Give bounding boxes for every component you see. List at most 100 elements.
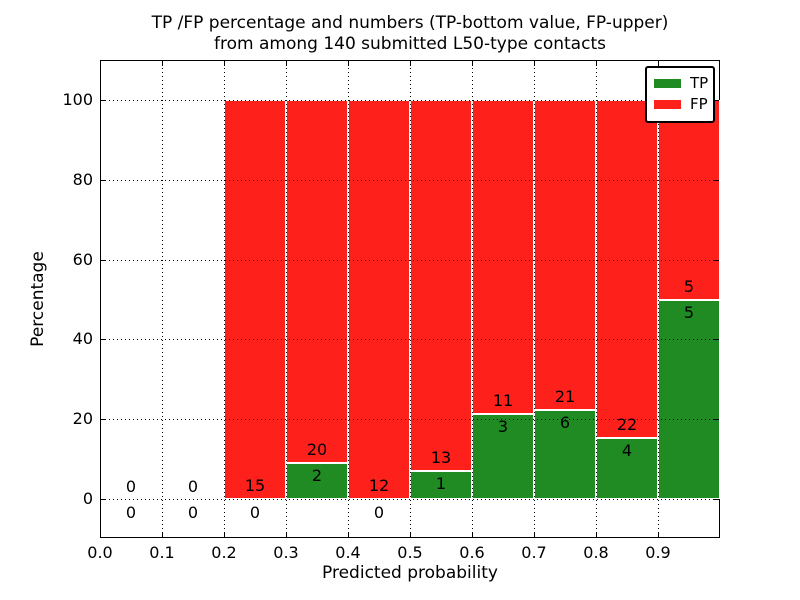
y-axis-tick	[101, 499, 106, 500]
x-tick-label: 0.6	[459, 543, 485, 562]
bar-tp	[472, 413, 534, 499]
bar-tp	[286, 462, 348, 499]
bar-fp	[472, 100, 534, 414]
gridline-vertical	[348, 60, 349, 538]
x-axis-tick	[472, 532, 473, 537]
bar-tp	[596, 437, 658, 499]
gridline-vertical	[472, 60, 473, 538]
x-axis-tick-top	[286, 61, 287, 66]
bar-fp	[534, 100, 596, 411]
chart-title-line2: from among 140 submitted L50-type contac…	[214, 34, 606, 54]
gridline-horizontal	[101, 419, 719, 421]
gridline-horizontal	[101, 100, 719, 101]
y-axis-tick	[101, 339, 106, 341]
x-tick-label: 0.9	[645, 543, 671, 562]
x-tick-label: 0.4	[335, 543, 361, 562]
legend-item-fp: FP	[654, 94, 708, 115]
fp-count-label: 15	[244, 476, 266, 495]
y-tick-label: 80	[72, 169, 93, 189]
tp-count-label: 5	[683, 302, 695, 322]
bar-tp	[658, 299, 720, 499]
tp-count-label: 0	[373, 503, 385, 522]
gridline-vertical	[534, 60, 535, 538]
tp-count-label: 1	[435, 473, 447, 493]
x-axis-tick	[286, 532, 287, 537]
legend: TP FP	[645, 66, 715, 123]
bar-fp	[658, 100, 720, 300]
y-axis-tick	[101, 179, 106, 181]
x-axis-tick-top	[472, 61, 473, 66]
y-axis-tick-right	[714, 419, 719, 421]
x-axis-tick-top	[534, 61, 535, 66]
tp-count-label: 3	[497, 416, 509, 436]
x-tick-label: 0.0	[87, 543, 113, 562]
x-axis-tick	[100, 532, 101, 537]
fp-count-label: 21	[554, 387, 576, 407]
x-axis-tick	[348, 532, 349, 537]
tp-count-label: 0	[125, 503, 137, 522]
fp-count-label: 22	[616, 414, 638, 434]
gridline-vertical	[286, 60, 287, 538]
y-tick-label: 20	[72, 409, 93, 429]
fp-count-label: 11	[492, 390, 514, 410]
gridline-vertical	[224, 60, 225, 538]
y-axis-tick-right	[714, 259, 719, 261]
legend-label: TP	[690, 74, 709, 92]
tp-count-label: 0	[187, 503, 199, 522]
x-axis-tick	[162, 532, 163, 537]
x-axis-tick-top	[348, 61, 349, 66]
bar-fp	[596, 100, 658, 438]
x-tick-label: 0.2	[211, 543, 237, 562]
x-axis-tick-top	[224, 61, 225, 66]
fp-swatch-icon	[654, 100, 681, 109]
legend-item-tp: TP	[654, 73, 709, 94]
chart-title-line1: TP /FP percentage and numbers (TP-bottom…	[151, 13, 669, 33]
chart-title: TP /FP percentage and numbers (TP-bottom…	[100, 13, 720, 55]
x-axis-label: Predicted probability	[322, 563, 498, 583]
bar-fp	[348, 100, 410, 499]
y-axis-tick-right	[714, 100, 719, 101]
tp-count-label: 2	[311, 465, 323, 485]
x-axis-tick-top	[658, 61, 659, 66]
x-tick-label: 0.8	[583, 543, 609, 562]
y-tick-label: 60	[72, 249, 93, 269]
gridline-vertical	[596, 60, 597, 538]
gridline-horizontal	[101, 259, 719, 261]
y-tick-label: 100	[62, 90, 93, 109]
x-tick-label: 0.5	[397, 543, 423, 562]
y-axis-tick-right	[714, 339, 719, 341]
y-tick-label: 40	[72, 329, 93, 349]
fp-count-label: 12	[368, 476, 390, 495]
gridline-vertical	[658, 60, 659, 538]
fp-count-label: 5	[683, 276, 695, 296]
tp-count-label: 6	[559, 413, 571, 433]
tp-count-label: 4	[621, 440, 633, 460]
fp-count-label: 0	[187, 477, 199, 496]
gridline-vertical	[410, 60, 411, 538]
tp-swatch-icon	[654, 79, 681, 88]
y-axis-tick-right	[714, 179, 719, 181]
x-tick-label: 0.1	[149, 543, 175, 562]
y-axis-label: Percentage	[28, 251, 48, 347]
y-axis-tick	[101, 100, 106, 101]
x-axis-tick-top	[100, 61, 101, 66]
bar-fp	[286, 100, 348, 463]
fp-count-label: 20	[306, 439, 328, 459]
y-axis-tick-right	[714, 499, 719, 500]
gridline-horizontal	[101, 179, 719, 181]
x-axis-tick-top	[162, 61, 163, 66]
gridline-horizontal	[101, 499, 719, 500]
bar-fp	[224, 100, 286, 499]
y-axis-tick	[101, 259, 106, 261]
gridline-horizontal	[101, 339, 719, 341]
x-axis-tick	[534, 532, 535, 537]
x-tick-label: 0.3	[273, 543, 299, 562]
bar-fp	[410, 100, 472, 471]
x-axis-tick	[410, 532, 411, 537]
tp-count-label: 0	[249, 503, 261, 522]
fp-count-label: 0	[125, 477, 137, 496]
y-tick-label: 0	[82, 489, 93, 508]
x-axis-tick	[224, 532, 225, 537]
legend-label: FP	[690, 95, 708, 113]
